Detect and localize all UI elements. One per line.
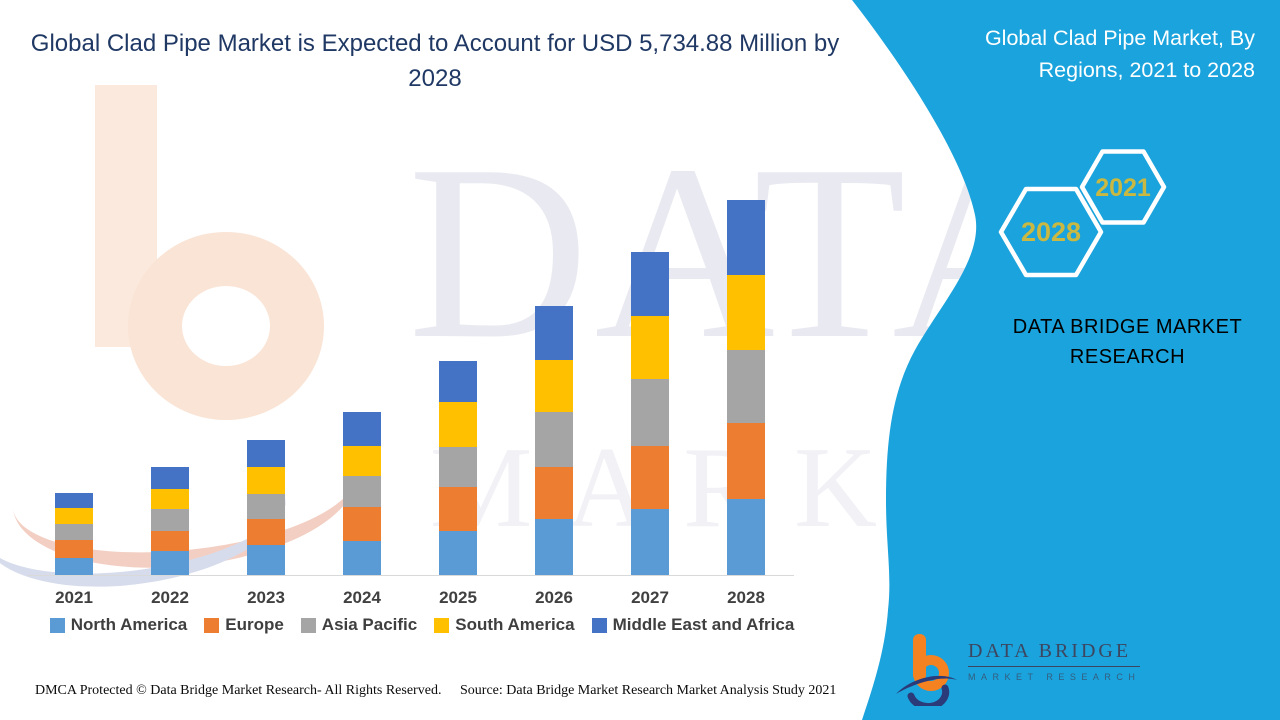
- bar-segment: [151, 551, 189, 575]
- hexagon-year-2021: 2021: [1095, 174, 1151, 202]
- x-axis-line: [28, 575, 794, 576]
- hexagon-2028-badge: [998, 186, 1104, 278]
- bar-segment: [631, 316, 669, 380]
- bar-segment: [55, 508, 93, 525]
- x-label: 2026: [535, 588, 573, 607]
- bar-segment: [535, 467, 573, 520]
- bar-2021: [55, 492, 93, 575]
- bar-segment: [439, 487, 477, 531]
- x-axis-labels: 2021 2022 2023 2024 2025 2026 2027 2028: [26, 588, 794, 608]
- panel-title: Global Clad Pipe Market, By Regions, 202…: [900, 22, 1255, 87]
- x-label: 2023: [247, 588, 285, 607]
- bar-segment: [151, 509, 189, 532]
- legend-swatch: [49, 617, 65, 633]
- bar-segment: [343, 412, 381, 447]
- legend-label: Europe: [225, 615, 284, 634]
- bar-segment: [535, 412, 573, 468]
- bar-segment: [343, 446, 381, 477]
- legend-label: Asia Pacific: [321, 615, 418, 634]
- bar-segment: [631, 252, 669, 317]
- bar-segment: [439, 531, 477, 575]
- bar-segment: [727, 275, 765, 351]
- x-label: 2025: [439, 588, 477, 607]
- bar-segment: [727, 499, 765, 575]
- bar-2027: [631, 252, 669, 575]
- bar-segment: [535, 360, 573, 413]
- legend-swatch: [434, 617, 450, 633]
- bar-segment: [247, 440, 285, 468]
- panel-brand-line2: RESEARCH: [1069, 346, 1186, 368]
- source-footer-text: Source: Data Bridge Market Research Mark…: [460, 683, 837, 698]
- bar-segment: [727, 423, 765, 500]
- bar-segment: [343, 476, 381, 507]
- legend-item: South America: [434, 615, 575, 635]
- bar-segment: [631, 509, 669, 575]
- dmca-footer-text: DMCA Protected © Data Bridge Market Rese…: [35, 683, 442, 698]
- hexagon-year-2028: 2028: [1021, 217, 1081, 247]
- logo-subtitle: MARKET RESEARCH: [968, 672, 1141, 682]
- legend-item: Europe: [204, 615, 284, 635]
- x-label: 2022: [151, 588, 189, 607]
- x-label: 2027: [631, 588, 669, 607]
- bar-segment: [535, 306, 573, 361]
- x-label: 2028: [727, 588, 765, 607]
- legend-label: Middle East and Africa: [612, 615, 795, 634]
- bar-segment: [247, 494, 285, 519]
- panel-brand-text: DATA BRIDGE MARKET RESEARCH: [980, 312, 1275, 372]
- bar-segment: [439, 402, 477, 447]
- bar-segment: [439, 446, 477, 487]
- bar-2025: [439, 361, 477, 575]
- chart-title-line1: Global Clad Pipe Market is Expected to A…: [30, 30, 840, 57]
- legend-swatch: [204, 617, 220, 633]
- bar-segment: [631, 446, 669, 510]
- legend-label: South America: [455, 615, 575, 634]
- bar-segment: [55, 492, 93, 508]
- bar-segment: [439, 361, 477, 402]
- x-label: 2024: [343, 588, 381, 607]
- bar-segment: [343, 507, 381, 541]
- brand-logo-text: DATA BRIDGE MARKET RESEARCH: [968, 640, 1141, 682]
- bar-segment: [535, 519, 573, 575]
- plot-area: [26, 0, 796, 576]
- legend-label: North America: [70, 615, 188, 634]
- legend-swatch: [300, 617, 316, 633]
- bar-segment: [247, 545, 285, 575]
- bar-segment: [151, 489, 189, 510]
- legend-swatch: [591, 617, 607, 633]
- bar-segment: [727, 350, 765, 424]
- brand-logo-b-icon: [896, 634, 957, 706]
- bar-segment: [151, 531, 189, 552]
- bar-segment: [247, 518, 285, 545]
- chart-title: Global Clad Pipe Market is Expected to A…: [15, 27, 855, 97]
- bar-segment: [55, 540, 93, 558]
- bar-2022: [151, 467, 189, 575]
- bar-segment: [343, 541, 381, 575]
- x-label: 2021: [55, 588, 93, 607]
- bar-2028: [727, 200, 765, 575]
- chart-title-line2: 2028: [408, 64, 462, 92]
- bar-segment: [55, 524, 93, 541]
- bar-segment: [727, 200, 765, 276]
- panel-title-line1: Global Clad Pipe Market, By: [984, 26, 1255, 50]
- bar-2023: [247, 440, 285, 575]
- bar-segment: [247, 467, 285, 495]
- hexagon-2021-badge: [1079, 149, 1167, 225]
- bar-2026: [535, 306, 573, 575]
- bar-segment: [631, 379, 669, 447]
- panel-swoosh-shape: [852, 0, 1280, 720]
- year-hexagons: 2028 2021: [998, 149, 1167, 278]
- legend-item: Middle East and Africa: [591, 615, 795, 635]
- bar-2024: [343, 412, 381, 575]
- chart-legend: North America Europe Asia Pacific South Ame…: [26, 615, 818, 635]
- panel-brand-line1: DATA BRIDGE MARKET: [1012, 316, 1243, 338]
- logo-title: DATA BRIDGE: [968, 640, 1141, 667]
- bar-segment: [55, 558, 93, 575]
- side-panel-background: [852, 0, 1280, 720]
- brand-logo: DATA BRIDGE MARKET RESEARCH: [894, 632, 1141, 712]
- legend-item: North America: [49, 615, 188, 635]
- bar-segment: [151, 467, 189, 490]
- panel-title-line2: Regions, 2021 to 2028: [1038, 58, 1255, 83]
- legend-item: Asia Pacific: [300, 615, 418, 635]
